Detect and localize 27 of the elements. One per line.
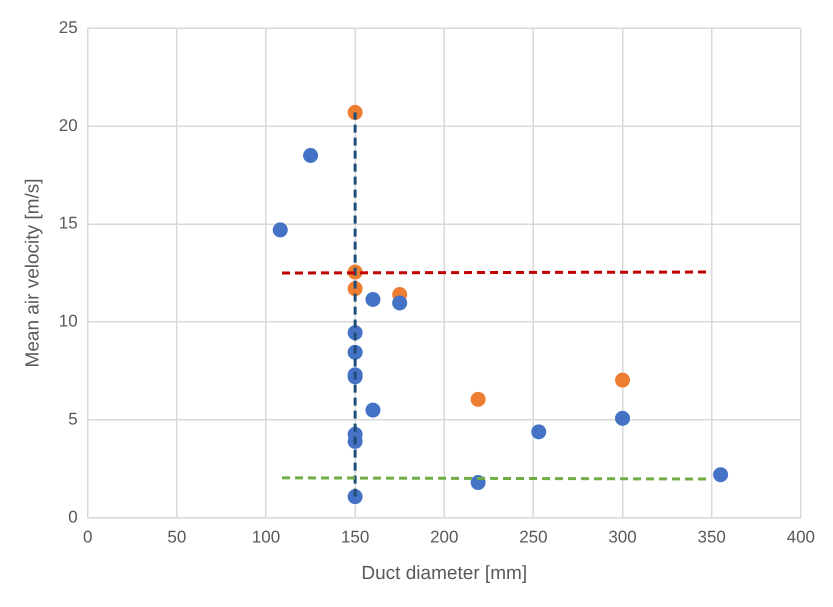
x-tick-label: 250: [519, 528, 548, 547]
y-tick-label: 10: [58, 312, 78, 331]
y-tick-label: 5: [68, 410, 78, 429]
point: [392, 295, 408, 310]
y-tick-label: 0: [68, 507, 78, 526]
point: [615, 372, 630, 388]
point: [365, 402, 380, 418]
x-tick-label: 200: [430, 528, 458, 547]
point: [470, 392, 486, 407]
y-axis-title: Mean air velocity [m/s]: [22, 178, 44, 368]
x-tick-label: 350: [697, 528, 726, 547]
x-tick-label: 400: [786, 528, 816, 547]
point: [713, 467, 728, 482]
x-axis-title: Duct diameter [mm]: [361, 562, 528, 584]
point: [365, 292, 380, 307]
x-tick-label: 100: [252, 528, 280, 547]
x-tick-label: 50: [167, 528, 186, 547]
y-tick-label: 15: [58, 214, 78, 233]
x-tick-label: 150: [340, 528, 370, 547]
point: [615, 410, 630, 426]
x-tick-label: 300: [608, 528, 637, 547]
point: [531, 424, 546, 440]
y-tick-label: 20: [58, 116, 78, 135]
point: [272, 222, 288, 238]
point: [303, 148, 318, 163]
x-tick-label: 0: [82, 528, 92, 547]
y-tick-label: 25: [58, 18, 78, 37]
